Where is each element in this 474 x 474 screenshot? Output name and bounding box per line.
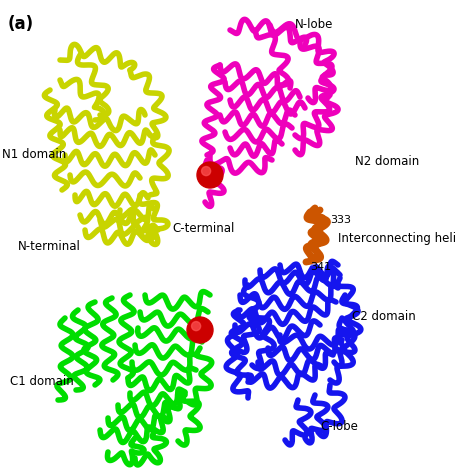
Circle shape: [187, 317, 213, 343]
Circle shape: [197, 162, 223, 188]
Text: C2 domain: C2 domain: [352, 310, 416, 323]
Text: C1 domain: C1 domain: [10, 375, 74, 388]
Text: (a): (a): [8, 15, 34, 33]
Text: N-lobe: N-lobe: [295, 18, 333, 31]
Text: 333: 333: [330, 215, 351, 225]
Text: Interconnecting heli: Interconnecting heli: [338, 232, 456, 245]
Text: 341: 341: [310, 262, 331, 272]
Text: C-terminal: C-terminal: [172, 222, 234, 235]
Text: N1 domain: N1 domain: [2, 148, 66, 161]
Text: N2 domain: N2 domain: [355, 155, 419, 168]
Text: C-lobe: C-lobe: [320, 420, 358, 433]
Circle shape: [201, 166, 210, 176]
Text: N-terminal: N-terminal: [18, 240, 81, 253]
Circle shape: [191, 321, 201, 331]
